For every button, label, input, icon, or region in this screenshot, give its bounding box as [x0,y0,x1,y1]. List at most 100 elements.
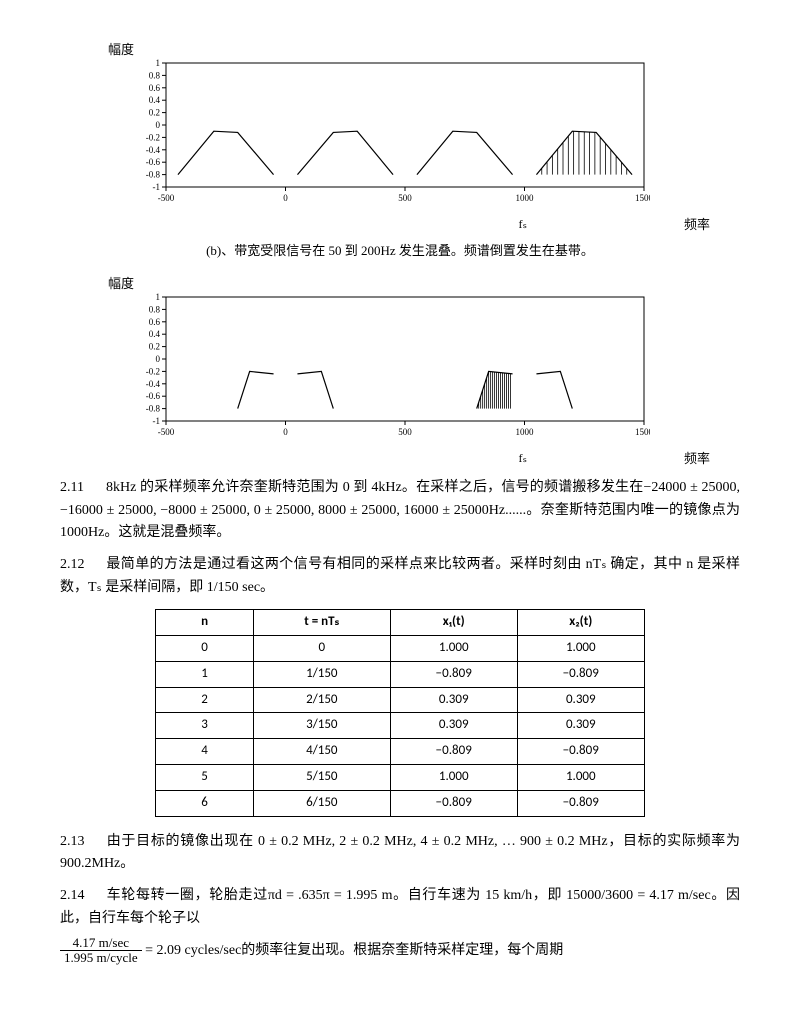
table-cell: 1 [156,661,254,687]
table-cell: 5/150 [253,764,390,790]
table-row: 44/150−0.809−0.809 [156,739,645,765]
table-cell: 0 [253,635,390,661]
sampling-table: nt = nTₛx₁(t)x₂(t)001.0001.00011/150−0.8… [155,609,645,816]
chart2-fs-label: fₛ [519,449,527,468]
table-cell: 0.309 [517,713,644,739]
table-cell: 3/150 [253,713,390,739]
table-row: 001.0001.000 [156,635,645,661]
chart1-bottom-labels: fₛ 频率 [130,215,740,233]
svg-text:0.8: 0.8 [149,304,161,314]
svg-text:0: 0 [156,354,161,364]
svg-text:0.4: 0.4 [149,329,161,339]
table-cell: 1.000 [390,764,517,790]
table-cell: 2/150 [253,687,390,713]
table-cell: 1.000 [517,764,644,790]
eq-tail: = 2.09 cycles/sec [142,943,242,958]
svg-text:-0.4: -0.4 [146,379,161,389]
svg-text:-1: -1 [153,416,161,426]
chart1-fs-label: fₛ [519,215,527,234]
sec-num-214: 2.14 [60,885,106,907]
svg-text:-0.2: -0.2 [146,366,160,376]
table-cell: 4 [156,739,254,765]
table-row: 66/150−0.809−0.809 [156,790,645,816]
table-header: n [156,610,254,636]
svg-text:-1: -1 [153,182,161,192]
table-cell: 0 [156,635,254,661]
svg-text:-0.6: -0.6 [146,391,161,401]
para-2-13: 2.13由于目标的镜像出现在 0 ± 0.2 MHz, 2 ± 0.2 MHz,… [60,831,740,876]
sec-num-213: 2.13 [60,831,106,853]
svg-text:-0.4: -0.4 [146,145,161,155]
svg-text:0.2: 0.2 [149,341,160,351]
table-cell: 1.000 [390,635,517,661]
svg-text:0: 0 [283,193,288,203]
text-214a: 车轮每转一圈，轮胎走过πd = .635π = 1.995 m。自行车速为 15… [60,888,740,925]
svg-text:1: 1 [156,58,161,68]
para-2-12: 2.12最简单的方法是通过看这两个信号有相同的采样点来比较两者。采样时刻由 nT… [60,554,740,599]
table-cell: 5 [156,764,254,790]
frac-den: 1.995 m/cycle [60,951,142,965]
table-cell: 4/150 [253,739,390,765]
table-row: 22/1500.3090.309 [156,687,645,713]
caption-b: (b)、带宽受限信号在 50 到 200Hz 发生混叠。频谱倒置发生在基带。 [60,241,740,262]
svg-text:1000: 1000 [516,193,535,203]
table-header: x₂(t) [517,610,644,636]
table-header: x₁(t) [390,610,517,636]
table-cell: 3 [156,713,254,739]
svg-text:0.2: 0.2 [149,107,160,117]
table-cell: 0.309 [517,687,644,713]
svg-text:-0.8: -0.8 [146,169,161,179]
chart1-canvas: -1 -0.8 -0.6 -0.4 -0.2 0 0.2 0.4 0.6 0.8 1 -500 0 500… [130,57,740,215]
table-cell: 6 [156,790,254,816]
svg-text:0.8: 0.8 [149,70,161,80]
svg-text:-0.2: -0.2 [146,132,160,142]
sec-num-211: 2.11 [60,477,106,499]
text-211: 8kHz 的采样频率允许奈奎斯特范围为 0 到 4kHz。在采样之后，信号的频谱… [60,480,740,540]
svg-text:1500: 1500 [635,193,650,203]
table-cell: −0.809 [390,661,517,687]
svg-text:500: 500 [398,427,412,437]
table-header: t = nTₛ [253,610,390,636]
text-212a: 最简单的方法是通过看这两个信号有相同的采样点来比较两者。采样时刻由 nTₛ 确定… [60,557,740,594]
chart2-bottom-labels: fₛ 频率 [130,449,740,467]
chart1-xlabel: 频率 [684,215,710,236]
table-cell: 1.000 [517,635,644,661]
svg-text:0.4: 0.4 [149,95,161,105]
table-cell: −0.809 [517,739,644,765]
table-row: 11/150−0.809−0.809 [156,661,645,687]
table-cell: 1/150 [253,661,390,687]
table-cell: 6/150 [253,790,390,816]
table-cell: 0.309 [390,687,517,713]
svg-text:1: 1 [156,292,161,302]
para-2-14b: 4.17 m/sec 1.995 m/cycle = 2.09 cycles/s… [60,936,740,966]
table-row: 33/1500.3090.309 [156,713,645,739]
table-cell: −0.809 [517,661,644,687]
svg-text:1500: 1500 [635,427,650,437]
svg-text:0.6: 0.6 [149,83,161,93]
chart2-canvas: -1 -0.8 -0.6 -0.4 -0.2 0 0.2 0.4 0.6 0.8 1 -500 0 500… [130,291,740,449]
frac-num: 4.17 m/sec [60,936,142,951]
svg-text:500: 500 [398,193,412,203]
table-cell: 0.309 [390,713,517,739]
chart-2-block: 幅度 -1-0.8-0.6-0.4-0.200.20.40.60.81-5000… [60,274,740,467]
sec-num-212: 2.12 [60,554,106,576]
chart2-xlabel: 频率 [684,449,710,470]
svg-text:0.6: 0.6 [149,317,161,327]
table-cell: −0.809 [390,790,517,816]
chart-1-block: 幅度 -1-0.8-0.6-0.4-0.200.20.40.60.81-5000… [60,40,740,233]
text-213: 由于目标的镜像出现在 0 ± 0.2 MHz, 2 ± 0.2 MHz, 4 ±… [60,834,740,871]
svg-text:1000: 1000 [516,427,535,437]
text-214b: 的频率往复出现。根据奈奎斯特采样定理，每个周期 [241,943,563,958]
svg-text:-0.8: -0.8 [146,403,161,413]
svg-text:-500: -500 [158,427,175,437]
fraction-214: 4.17 m/sec 1.995 m/cycle [60,936,142,966]
table-cell: −0.809 [517,790,644,816]
svg-text:0: 0 [283,427,288,437]
svg-text:-500: -500 [158,193,175,203]
para-2-11: 2.118kHz 的采样频率允许奈奎斯特范围为 0 到 4kHz。在采样之后，信… [60,477,740,544]
table-cell: −0.809 [390,739,517,765]
table-cell: 2 [156,687,254,713]
svg-text:-0.6: -0.6 [146,157,161,167]
table-row: 55/1501.0001.000 [156,764,645,790]
svg-text:0: 0 [156,120,161,130]
